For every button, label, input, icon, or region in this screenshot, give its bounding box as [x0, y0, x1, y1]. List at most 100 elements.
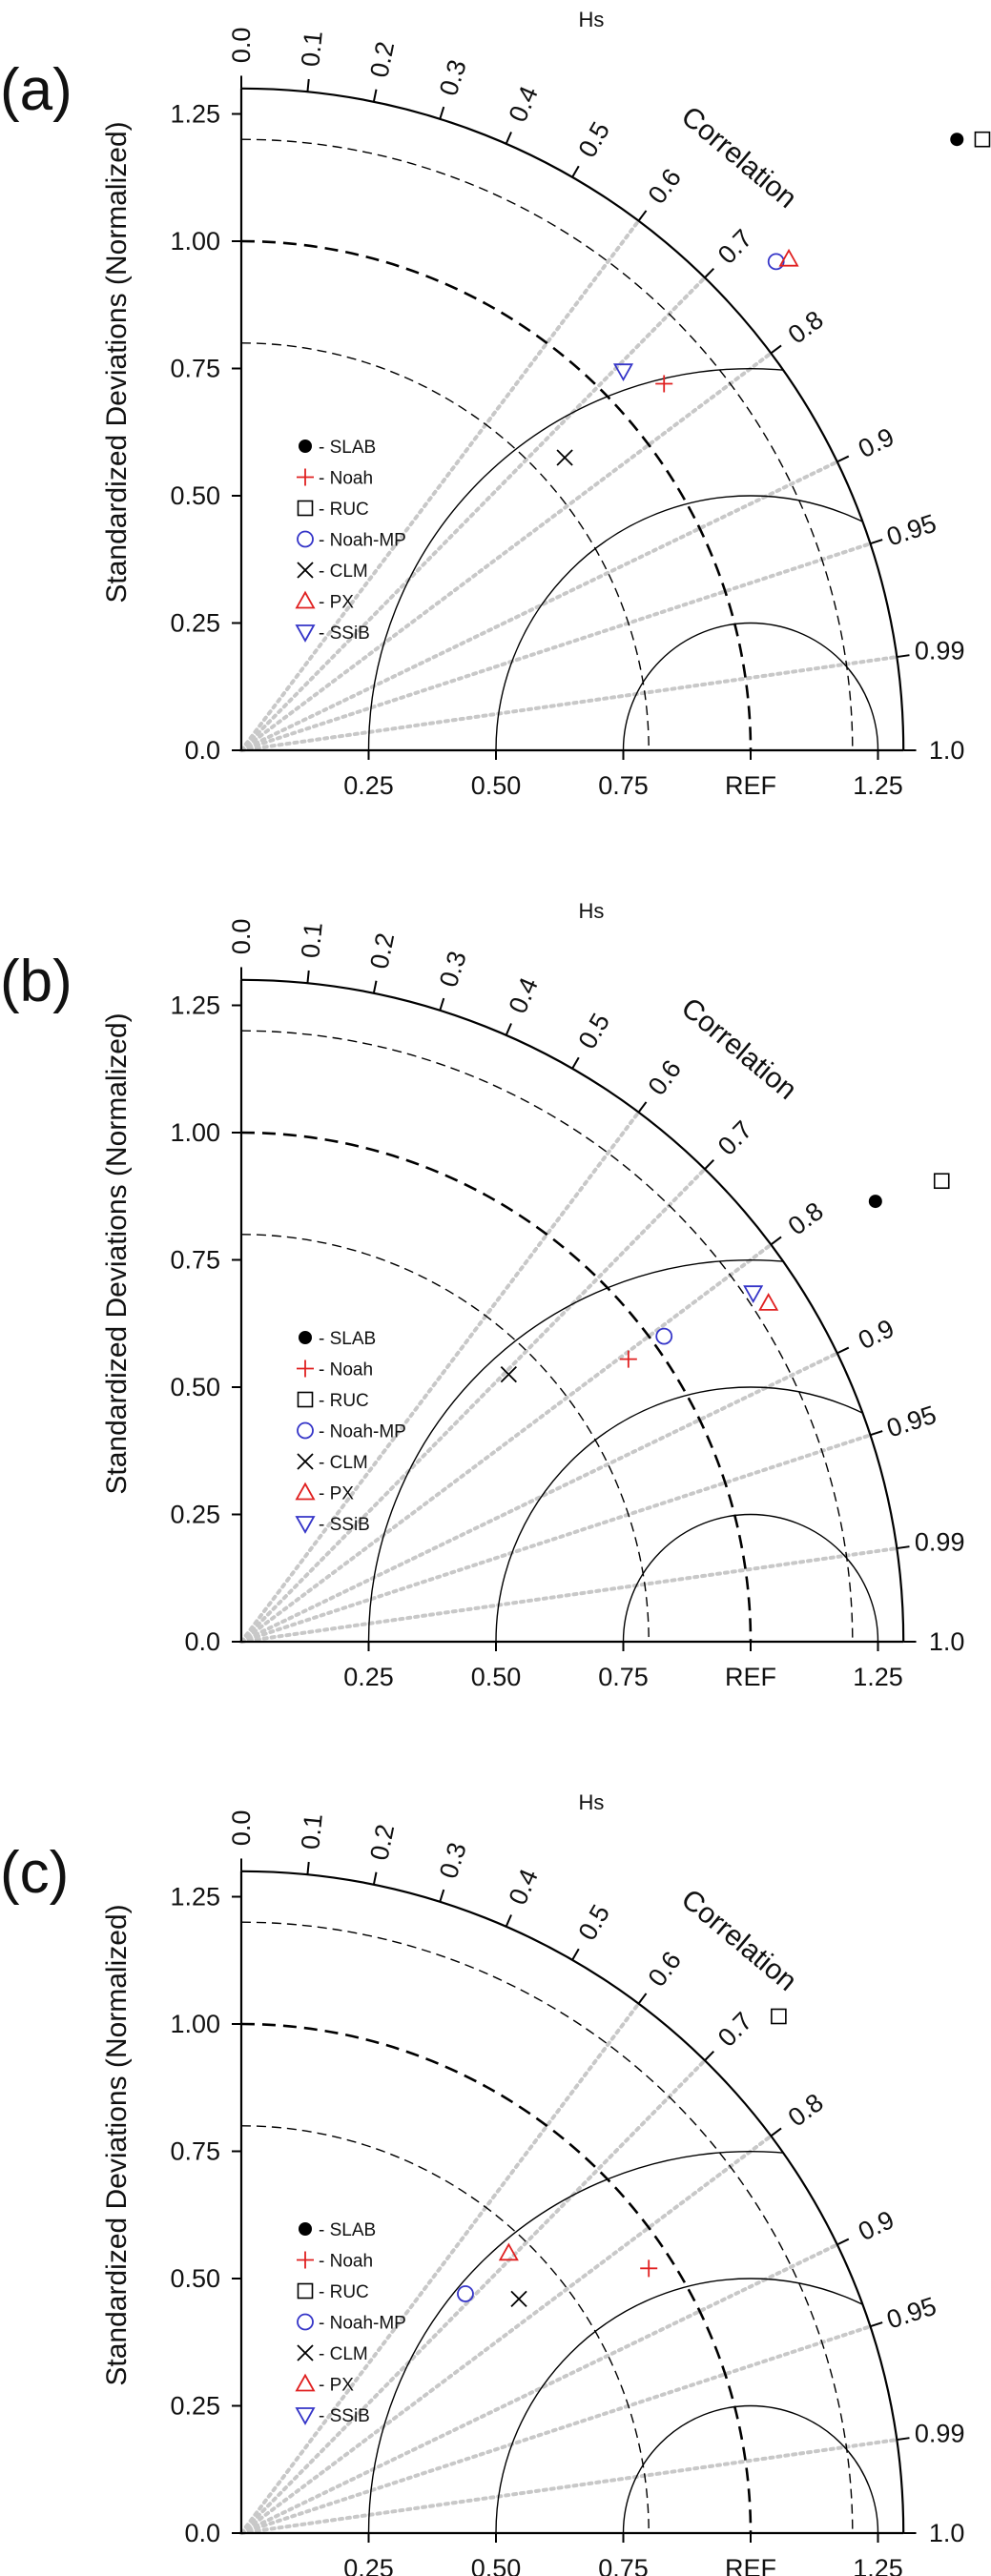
taylor-panel-c: 0.0 0.25 0.50 0.75 1.00 1.25 0.25 0.50 0.75 REF 1.… — [0, 1790, 965, 2576]
panel-label: (c) — [0, 1840, 69, 1906]
legend-label-noah: - Noah — [319, 469, 373, 489]
correlation-tick-label: 0.95 — [883, 1400, 939, 1443]
correlation-ray — [239, 655, 899, 752]
correlation-tick-label: 0.99 — [915, 2420, 965, 2448]
correlation-tick — [836, 2238, 850, 2246]
correlation-ray — [239, 2438, 899, 2535]
correlation-ray — [239, 1110, 641, 1644]
correlation-ray — [239, 1546, 899, 1644]
legend-marker-ssib — [295, 624, 316, 643]
correlation-tick — [505, 132, 512, 145]
correlation-tick — [897, 2437, 910, 2442]
legend-marker-px — [295, 2373, 316, 2392]
correlation-tick — [637, 1101, 648, 1114]
rms-arc — [622, 1513, 879, 1642]
std-arc-dashed — [240, 138, 854, 751]
correlation-tick-label: 0.1 — [296, 30, 328, 68]
chart-title: Hs — [579, 899, 605, 923]
correlation-tick-label: 0.7 — [712, 2007, 758, 2053]
legend-label-noah: - Noah — [319, 1360, 373, 1380]
data-point-px — [778, 248, 799, 267]
correlation-ray — [239, 542, 873, 752]
correlation-ray — [239, 2242, 839, 2535]
correlation-tick-label: 0.2 — [364, 930, 400, 971]
std-arc-dashed — [240, 2125, 650, 2534]
x-tick-label: 0.50 — [471, 2554, 522, 2576]
y-tick-label: 1.25 — [170, 100, 220, 129]
correlation-tick — [704, 1159, 714, 1170]
taylor-panel-b: 0.0 0.25 0.50 0.75 1.00 1.25 0.25 0.50 0.75 REF 1.… — [0, 899, 964, 1691]
y-axis-title: Standardized Deviations (Normalized) — [101, 1012, 133, 1494]
correlation-tick-label: 0.2 — [364, 1822, 400, 1863]
correlation-tick-label: 0.6 — [643, 1946, 688, 1992]
correlation-tick-label: 0.4 — [504, 1865, 545, 1909]
legend-label-ruc: - RUC — [319, 1391, 369, 1411]
correlation-tick — [571, 165, 580, 178]
legend-marker-px — [295, 1482, 316, 1501]
correlation-axis-label: Correlation — [675, 1883, 803, 1997]
x-tick-label: 1.25 — [853, 1663, 903, 1691]
correlation-tick — [870, 539, 883, 545]
x-tick-label: REF — [725, 771, 776, 800]
correlation-tick — [439, 997, 445, 1012]
correlation-tick-label: 0.3 — [434, 1839, 472, 1882]
legend-label-slab: - SLAB — [319, 2220, 376, 2240]
correlation-ray — [239, 1167, 707, 1644]
legend-marker-ruc — [297, 1391, 314, 1408]
y-tick-label: 0.50 — [170, 481, 220, 510]
legend-marker-clm — [297, 2344, 314, 2361]
data-point-ruc — [974, 131, 991, 148]
correlation-tick-label: 0.8 — [783, 305, 829, 350]
std-arc-ref — [240, 1131, 753, 1643]
correlation-tick — [637, 210, 648, 222]
y-tick-label: 0.50 — [170, 1373, 220, 1401]
correlation-axis-arc — [240, 1870, 905, 2534]
y-tick-label: 1.00 — [170, 1118, 220, 1147]
legend-label-ssib: - SSiB — [319, 624, 370, 644]
legend-marker-ruc — [297, 2282, 314, 2300]
taylor-panel-a: 0.0 0.25 0.50 0.75 1.00 1.25 0.25 0.50 0.75 REF 1.… — [0, 8, 991, 800]
y-tick-label: 1.00 — [170, 227, 220, 256]
legend-label-clm: - CLM — [319, 562, 368, 582]
correlation-ray — [239, 2001, 641, 2535]
correlation-ray — [239, 2134, 774, 2535]
correlation-tick — [372, 1871, 378, 1886]
correlation-tick-label: 0.8 — [783, 2088, 829, 2133]
correlation-tick-label: 0.6 — [643, 163, 688, 209]
correlation-tick — [836, 1346, 850, 1355]
correlation-ray — [239, 218, 641, 752]
correlation-tick-label: 0.4 — [504, 82, 545, 126]
y-tick-label: 1.25 — [170, 1883, 220, 1912]
std-arc-ref — [240, 2022, 753, 2534]
legend-label-ssib: - SSiB — [319, 2406, 370, 2426]
y-tick-label: 0.75 — [170, 2137, 220, 2166]
y-tick-label: 0.25 — [170, 1501, 220, 1529]
data-point-px — [498, 2242, 519, 2261]
legend-marker-ssib — [295, 1516, 316, 1534]
correlation-tick-label: 0.2 — [364, 39, 400, 80]
correlation-tick — [306, 1861, 310, 1875]
correlation-ray — [239, 1351, 839, 1644]
correlation-tick-label: 0.9 — [854, 2205, 898, 2246]
correlation-tick-label: 0.8 — [783, 1196, 829, 1241]
correlation-ray — [239, 2324, 873, 2535]
legend-marker-ruc — [297, 500, 314, 517]
legend-label-noah-mp: - Noah-MP — [319, 1422, 406, 1442]
x-tick-label: 0.25 — [343, 2554, 394, 2576]
correlation-ray — [239, 1433, 873, 1644]
correlation-tick-label: 1.0 — [929, 736, 965, 765]
correlation-tick — [836, 455, 850, 463]
correlation-tick-label: 0.5 — [572, 1900, 615, 1946]
std-arc-dashed — [240, 342, 650, 751]
y-tick-label: 0.0 — [184, 736, 220, 765]
correlation-axis-arc — [240, 978, 905, 1643]
y-tick-label: 1.25 — [170, 992, 220, 1020]
correlation-tick-label: 0.0 — [227, 28, 256, 64]
correlation-tick — [439, 106, 445, 120]
legend-marker-noah-mp — [297, 1421, 314, 1440]
chart-title: Hs — [579, 8, 605, 31]
legend-label-slab: - SLAB — [319, 1329, 376, 1349]
correlation-tick-label: 0.0 — [227, 1810, 256, 1847]
correlation-tick-label: 0.95 — [883, 2292, 939, 2335]
correlation-axis-arc — [240, 87, 905, 751]
